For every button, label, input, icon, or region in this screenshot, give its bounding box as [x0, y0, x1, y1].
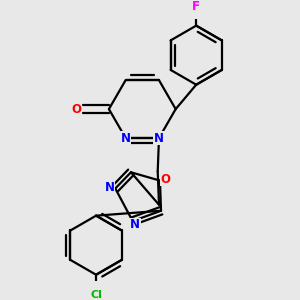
Text: N: N	[121, 131, 130, 145]
Text: O: O	[160, 173, 171, 186]
Text: F: F	[192, 0, 200, 13]
Text: O: O	[72, 103, 82, 116]
Text: Cl: Cl	[90, 290, 102, 300]
Text: N: N	[105, 181, 115, 194]
Text: N: N	[130, 218, 140, 231]
Text: N: N	[154, 131, 164, 145]
